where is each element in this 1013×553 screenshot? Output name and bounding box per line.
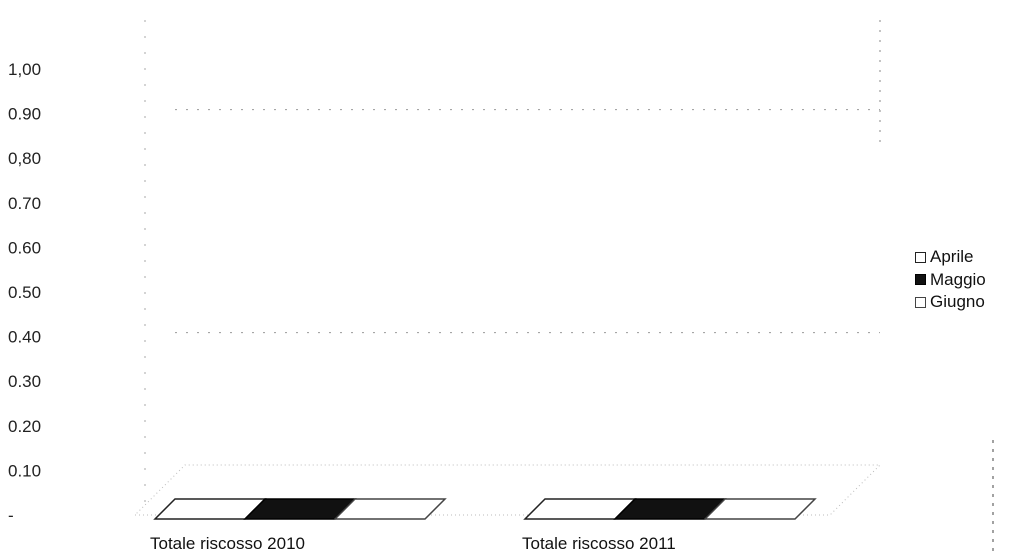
legend-item-maggio: Maggio — [915, 269, 986, 292]
y-axis-tick-labels: 1,00 0.90 0,80 0.70 0.60 0.50 0.40 0.30 0.20 0.10… — [8, 60, 41, 525]
bar-giugno-2 — [703, 498, 817, 520]
category-labels: Totale riscosso 2010 Totale riscosso 2011 — [150, 534, 676, 553]
floor-plane — [133, 464, 882, 516]
legend-item-aprile: Aprile — [915, 246, 986, 269]
y-tick-label: 0.40 — [8, 328, 41, 347]
y-tick-label: 0,80 — [8, 149, 41, 168]
chart-frame — [879, 20, 994, 553]
category-label: Totale riscosso 2011 — [522, 534, 676, 553]
chart-floor — [133, 464, 882, 516]
legend-label-giugno: Giugno — [930, 292, 985, 311]
y-tick-label: 0.60 — [8, 238, 41, 257]
legend-label-aprile: Aprile — [930, 247, 974, 266]
legend-swatch-giugno — [915, 296, 926, 308]
bar-giugno-1 — [333, 498, 447, 520]
y-tick-label: 0.20 — [8, 417, 41, 436]
y-tick-label: 1,00 — [8, 60, 41, 79]
legend-swatch-aprile — [915, 251, 926, 263]
y-tick-label: 0.50 — [8, 283, 41, 302]
bars — [153, 498, 817, 520]
y-tick-label: 0.70 — [8, 194, 41, 213]
legend-label-maggio: Maggio — [930, 269, 986, 289]
y-tick-label: 0.10 — [8, 461, 41, 480]
category-label: Totale riscosso 2010 — [150, 534, 305, 553]
y-tick-label: - — [8, 506, 14, 525]
y-tick-label: 0.90 — [8, 105, 41, 124]
gridlines — [144, 20, 880, 515]
y-tick-label: 0.30 — [8, 372, 41, 391]
legend-item-giugno: Giugno — [915, 291, 986, 314]
legend-swatch-maggio — [915, 274, 926, 286]
legend: Aprile Maggio Giugno — [915, 246, 986, 314]
